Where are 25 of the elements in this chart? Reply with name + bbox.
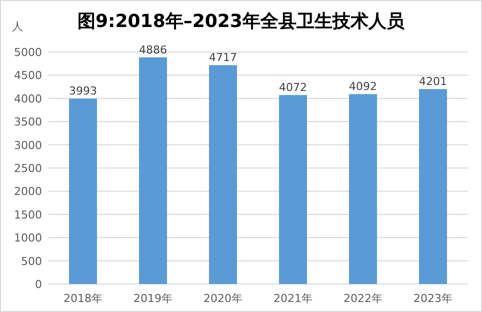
ytick: 3500 — [14, 116, 42, 129]
xtick: 2019年 — [134, 292, 172, 305]
data-label: 4201 — [419, 75, 447, 88]
ytick: 2500 — [14, 162, 42, 175]
data-label: 4717 — [209, 51, 237, 64]
data-label: 4886 — [139, 43, 167, 56]
xtick: 2018年 — [64, 292, 102, 305]
ytick: 0 — [35, 278, 42, 291]
data-label: 4092 — [349, 80, 377, 94]
title: 图9:2018年–2023年全县卫生技术人员 — [78, 11, 404, 32]
ytick: 3000 — [14, 138, 42, 152]
xtick: 2021年 — [274, 292, 312, 305]
ytick: 500 — [21, 254, 42, 268]
data-label: 4072 — [279, 81, 307, 94]
xtick: 2022年 — [344, 292, 382, 305]
ylabel: 人 — [12, 20, 23, 33]
ytick: 1000 — [14, 232, 42, 245]
ytick: 5000 — [14, 46, 42, 59]
xtick: 2020年 — [204, 292, 242, 305]
ytick: 4500 — [14, 69, 42, 82]
ytick: 4000 — [14, 92, 42, 106]
xtick: 2023年 — [414, 292, 452, 305]
data-label: 3993 — [69, 84, 97, 98]
ytick: 2000 — [14, 185, 42, 198]
ytick: 1500 — [14, 208, 42, 222]
